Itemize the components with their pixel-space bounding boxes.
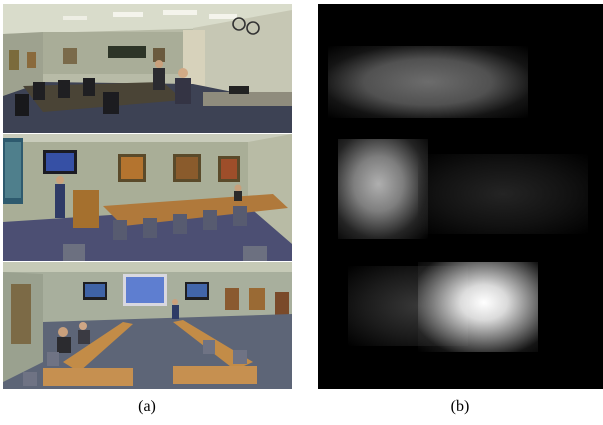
conference-room-photo-top [3,4,292,133]
caption-panel-b: (b) [450,398,470,415]
caption-panel-a: (a) [138,398,156,415]
heatmap-blob-middle-bright [338,139,428,239]
conference-room-photo-middle [3,134,292,261]
conference-room-photo-bottom [3,262,292,389]
heatmap-blob-top [328,46,528,118]
heatmap-blob-middle-dim [418,154,588,234]
heatmap-blob-bottom-bright [418,262,538,352]
saliency-heatmap [318,4,603,389]
